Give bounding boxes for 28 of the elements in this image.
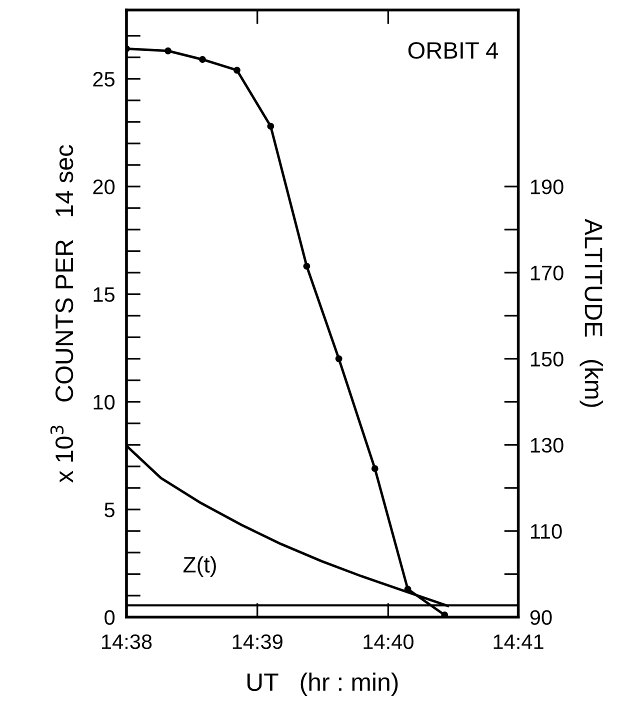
y-tick-label: 0 — [104, 610, 115, 625]
y2-tick-label: 190 — [530, 180, 564, 194]
y2-tick-label: 130 — [530, 438, 564, 453]
x-tick-label: 14:41 — [494, 634, 544, 649]
x-tick-label: 14:39 — [232, 634, 282, 650]
y2-axis-title: ALTITUDE (km) — [580, 218, 604, 407]
y2-tick-label: 110 — [530, 524, 562, 539]
y-tick-label: 10 — [94, 394, 115, 410]
series-label: Z(t) — [183, 556, 216, 578]
y-tick-label: 25 — [93, 72, 115, 87]
x-axis-title: UT (hr : min) — [247, 672, 398, 696]
point — [335, 355, 342, 362]
point — [234, 66, 240, 74]
point — [267, 122, 274, 130]
y-tick-label: 15 — [94, 287, 115, 302]
point — [199, 56, 206, 63]
y2-tick-label: 90 — [530, 610, 552, 625]
point — [303, 262, 310, 270]
y2-tick-label: 170 — [530, 266, 564, 280]
y-tick-label: 5 — [104, 502, 114, 518]
y-tick-label: 20 — [93, 180, 115, 194]
x-tick-label: 14:40 — [364, 634, 414, 650]
point — [371, 465, 378, 472]
annotation: ORBIT 4 — [408, 42, 498, 59]
x-tick-label: 14:38 — [102, 634, 152, 650]
y2-tick-label: 150 — [530, 352, 564, 367]
point — [164, 47, 172, 54]
text: x 10$^{3}$ COUNTS PER 14 sec — [50, 145, 74, 483]
